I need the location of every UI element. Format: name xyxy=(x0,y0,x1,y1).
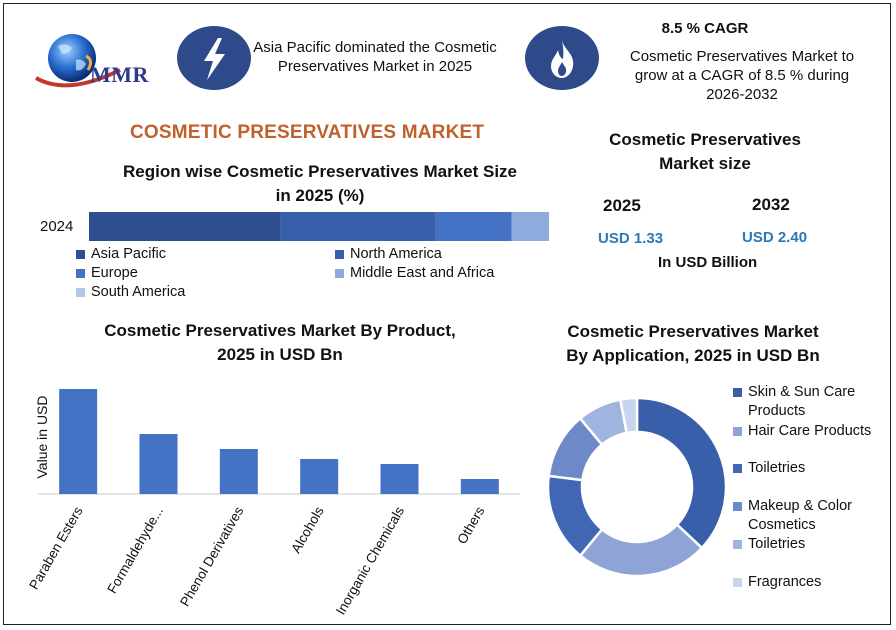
application-legend-item: Toiletries xyxy=(733,535,805,554)
product-tick-label: Inorganic Chemicals xyxy=(333,504,407,615)
flame-icon xyxy=(551,40,574,78)
application-legend-item: Hair Care Products xyxy=(733,422,871,441)
legend-label: Toiletries xyxy=(748,536,806,552)
legend-swatch xyxy=(76,268,85,278)
legend-label: Europe xyxy=(91,265,138,281)
region-segment-3 xyxy=(511,212,549,241)
product-bar-2 xyxy=(219,449,258,494)
region-legend: Asia Pacific North America Europe Middle Ea… xyxy=(76,246,536,306)
product-tick-label: Formaldehyde... xyxy=(104,504,166,596)
legend-label: Fragrances xyxy=(748,574,822,590)
value-2025: USD 1.33 xyxy=(598,230,664,247)
legend-label: Toiletries xyxy=(748,460,806,476)
region-category-label: 2024 xyxy=(40,218,74,235)
legend-label: North America xyxy=(350,246,442,262)
lightning-badge xyxy=(177,26,251,90)
legend-label: South America xyxy=(91,284,186,300)
headline-text: Asia Pacific dominated the Cosmetic Pres… xyxy=(253,39,497,75)
globe-logo-icon xyxy=(35,34,121,88)
product-bar-0 xyxy=(59,389,98,494)
legend-swatch xyxy=(733,388,742,397)
donut-slice-5 xyxy=(618,396,639,435)
legend-swatch xyxy=(733,427,742,436)
market-size-title: Cosmetic Preservatives Market size xyxy=(609,130,801,173)
product-bar-chart: Value in USD Paraben Esters Formaldehyde..… xyxy=(26,389,520,615)
legend-label: Middle East and Africa xyxy=(350,265,495,281)
legend-label: Products xyxy=(748,403,806,419)
application-legend-item: Toiletries xyxy=(733,459,805,478)
legend-label: Asia Pacific xyxy=(91,246,166,262)
legend-swatch xyxy=(733,540,742,549)
region-legend-item: South America xyxy=(76,284,185,300)
application-legend-item: Fragrances xyxy=(733,573,821,592)
application-chart-title: Cosmetic Preservatives Market By Applica… xyxy=(566,322,820,365)
legend-swatch xyxy=(733,502,742,511)
product-chart-title: Cosmetic Preservatives Market By Product… xyxy=(104,321,456,364)
legend-label: Skin & Sun Care xyxy=(748,384,856,400)
application-legend-item: Makeup & Color Cosmetics xyxy=(733,497,852,535)
value-2032: USD 2.40 xyxy=(742,229,808,246)
region-segment-1 xyxy=(280,212,436,241)
product-bar-5 xyxy=(460,479,499,494)
mmr-logo: MMR xyxy=(28,30,178,94)
cagr-title: 8.5 % CAGR xyxy=(661,20,749,37)
legend-swatch xyxy=(733,464,742,473)
region-legend-item: Europe xyxy=(76,265,138,281)
legend-swatch xyxy=(335,249,344,259)
application-legend: Skin & Sun Care Products Hair Care Product… xyxy=(733,383,883,593)
donut-slice-0 xyxy=(635,396,728,550)
infographic-frame xyxy=(3,3,891,625)
legend-swatch xyxy=(335,268,344,278)
product-tick-label: Others xyxy=(454,504,487,547)
region-chart-title: Region wise Cosmetic Preservatives Marke… xyxy=(122,162,517,205)
year-2032: 2032 xyxy=(752,195,790,214)
region-segment-0 xyxy=(89,212,281,241)
product-tick-label: Phenol Derivatives xyxy=(177,504,246,609)
region-legend-item: North America xyxy=(335,246,442,262)
main-title: COSMETIC PRESERVATIVES MARKET xyxy=(130,122,485,143)
application-donut-chart xyxy=(546,396,728,578)
region-legend-item: Asia Pacific xyxy=(76,246,166,262)
legend-swatch xyxy=(76,287,85,297)
region-segment-2 xyxy=(435,212,512,241)
legend-swatch xyxy=(76,249,85,259)
region-stacked-bar xyxy=(89,212,549,241)
legend-label: Hair Care Products xyxy=(748,423,872,439)
legend-swatch xyxy=(733,578,742,587)
lightning-bolt-icon xyxy=(204,38,225,80)
product-bar-1 xyxy=(139,434,178,494)
application-legend-item: Skin & Sun Care Products xyxy=(733,383,855,421)
product-tick-label: Paraben Esters xyxy=(26,504,86,592)
year-2025: 2025 xyxy=(603,196,641,215)
y-axis-label: Value in USD xyxy=(34,395,50,478)
logo-text: MMR xyxy=(90,62,149,87)
product-bar-3 xyxy=(300,459,339,494)
product-tick-label: Alcohols xyxy=(288,504,327,556)
legend-label: Cosmetics xyxy=(748,517,816,533)
flame-badge xyxy=(525,26,599,90)
unit-label: In USD Billion xyxy=(658,254,758,271)
legend-label: Makeup & Color xyxy=(748,498,852,514)
region-legend-item: Middle East and Africa xyxy=(335,265,494,281)
product-bar-4 xyxy=(380,464,419,494)
cagr-text: Cosmetic Preservatives Market to grow at… xyxy=(629,48,855,103)
